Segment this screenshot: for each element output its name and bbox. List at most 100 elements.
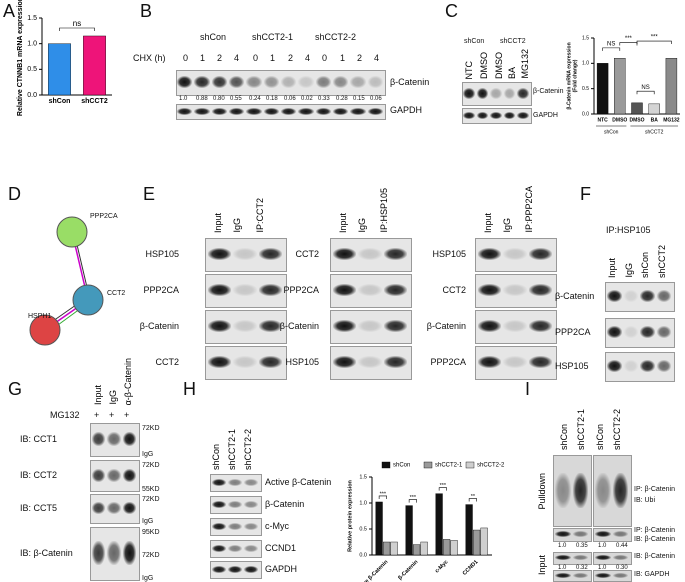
- time-label: 2: [357, 53, 363, 63]
- time-label: 1: [200, 53, 206, 63]
- row-label: IB: β-Catenin: [634, 536, 675, 543]
- significance-label: ***: [410, 495, 417, 501]
- band: [623, 290, 638, 302]
- legend-label: shCCT2-2: [477, 463, 505, 469]
- band: [358, 284, 382, 296]
- significance-bracket: [408, 499, 417, 503]
- treatment-label: MG132: [50, 410, 80, 420]
- quant-label: 1.0: [558, 565, 567, 571]
- legend-label: shCCT2-1: [435, 463, 463, 469]
- row-label: IB: Ubi: [634, 497, 656, 504]
- band: [244, 565, 258, 573]
- plus-label: +: [124, 410, 130, 420]
- band: [517, 111, 529, 119]
- quant-label: 1.0: [179, 96, 188, 102]
- y-tick-label: 1.0: [27, 41, 37, 48]
- significance-label: ***: [651, 35, 659, 41]
- band: [463, 87, 475, 99]
- panel-label: F: [580, 184, 591, 204]
- band: [228, 500, 242, 508]
- row-label: Active β-Catenin: [265, 477, 332, 487]
- quant-label: 0.88: [196, 96, 208, 102]
- y-tick-label: 1.5: [27, 15, 37, 22]
- quant-label: 0.15: [353, 96, 365, 102]
- row-label: IB: CCT2: [20, 470, 58, 480]
- marker-label: IgG: [142, 575, 154, 582]
- band: [333, 356, 357, 368]
- band: [258, 284, 282, 296]
- bar: [648, 103, 660, 115]
- bar: [420, 541, 428, 556]
- quant-label: 0.80: [213, 96, 225, 102]
- bar: [48, 43, 71, 96]
- time-label: 2: [217, 53, 223, 63]
- time-label: 0: [322, 53, 328, 63]
- row-label: GAPDH: [265, 564, 298, 574]
- band: [92, 468, 106, 482]
- significance-bracket: [619, 42, 638, 46]
- bar: [596, 63, 609, 115]
- quant-label: 0.32: [576, 565, 588, 571]
- row-label: IB: CCT5: [20, 503, 58, 513]
- band: [607, 360, 622, 372]
- row-label: HSP105: [145, 249, 179, 259]
- band: [107, 502, 121, 514]
- time-label: 4: [234, 53, 240, 63]
- y-tick-label: 1.5: [359, 474, 367, 480]
- band: [177, 107, 193, 115]
- y-tick-label: 1.0: [582, 61, 589, 67]
- y-tick-label: 0.5: [582, 86, 589, 92]
- group-label: shCon: [604, 129, 619, 135]
- y-axis-label: (Fold change): [572, 59, 578, 92]
- row-label: GAPDH: [533, 112, 558, 119]
- x-tick-label: shCCT2: [81, 98, 108, 105]
- panel-label: A: [3, 1, 16, 21]
- band: [246, 107, 262, 115]
- lane-label: shCCT2-1: [576, 408, 586, 450]
- x-tick-label: DMSO: [630, 117, 645, 123]
- y-tick-label: 0.0: [27, 92, 37, 99]
- band: [528, 320, 552, 332]
- quant-label: 0.44: [616, 543, 628, 549]
- y-tick-label: 0.0: [582, 111, 589, 117]
- bar: [83, 35, 106, 96]
- group-label: shCon: [464, 38, 485, 45]
- column-label: IgG: [624, 263, 634, 278]
- band: [463, 111, 475, 119]
- x-tick-label: BA: [651, 117, 659, 123]
- time-label: 0: [253, 53, 259, 63]
- y-tick-label: 0.5: [359, 526, 367, 532]
- row-label: PPP2CA: [430, 357, 466, 367]
- band: [528, 248, 552, 260]
- significance-label: ***: [625, 36, 633, 42]
- marker-label: 72KD: [142, 462, 160, 469]
- band: [607, 326, 622, 338]
- quant-label: 0.18: [266, 96, 278, 102]
- band: [194, 76, 210, 88]
- column-label: IgG: [502, 218, 512, 233]
- row-label: β-Catenin: [426, 321, 466, 331]
- significance-bracket: [602, 47, 621, 51]
- band: [350, 76, 366, 88]
- node-label: HSPH1: [28, 313, 52, 320]
- x-tick-label: DMSO: [612, 117, 627, 123]
- lane-label: shCon: [559, 423, 569, 450]
- row-label: HSP105: [285, 357, 319, 367]
- band: [503, 111, 516, 119]
- y-tick-label: 0.0: [359, 552, 367, 558]
- bar: [450, 540, 458, 556]
- band: [358, 320, 382, 332]
- quant-label: 0.06: [370, 96, 382, 102]
- band: [555, 572, 571, 578]
- band: [503, 248, 527, 260]
- y-axis-label: Relative protein expression: [347, 479, 353, 551]
- lane-label: shCCT2-2: [243, 428, 253, 470]
- band: [476, 87, 489, 99]
- band: [107, 432, 121, 446]
- bar: [631, 102, 643, 115]
- node-label: CCT2: [107, 290, 126, 297]
- band: [228, 522, 242, 530]
- plus-label: +: [109, 410, 115, 420]
- band: [208, 284, 232, 296]
